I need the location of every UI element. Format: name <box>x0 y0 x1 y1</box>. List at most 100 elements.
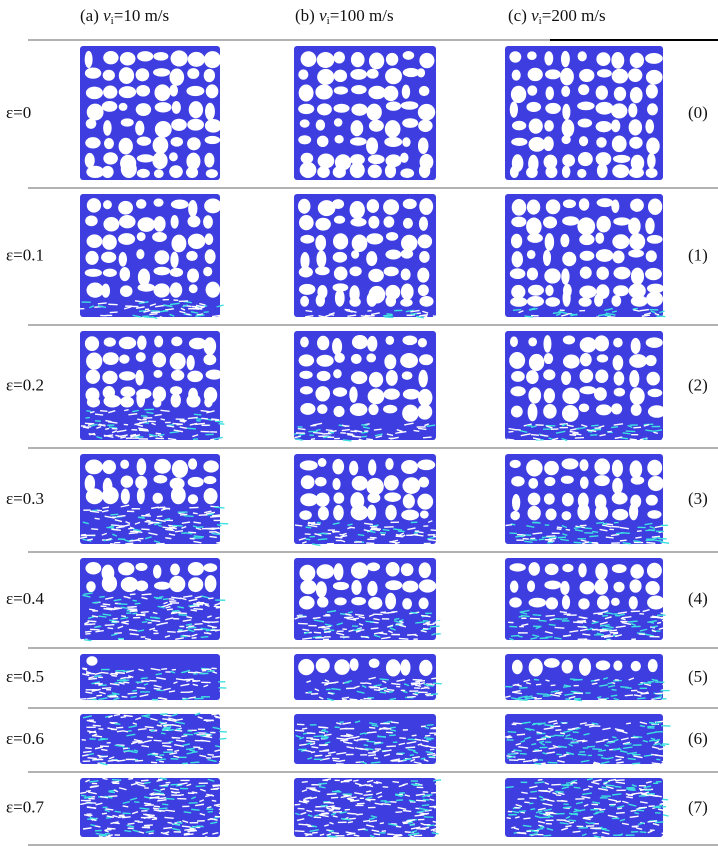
foam-cell <box>418 370 427 388</box>
crushed-strut <box>207 671 214 672</box>
foam-panel <box>505 558 671 641</box>
foam-cell <box>120 387 135 398</box>
foam-cell <box>579 136 588 146</box>
row-label: ε=0.2 <box>6 375 44 394</box>
foam-cell <box>187 269 199 283</box>
crushed-strut <box>413 680 423 681</box>
crushed-strut <box>110 514 118 515</box>
crushed-strut <box>628 758 636 759</box>
crushed-strut <box>308 692 312 693</box>
foam-cell <box>543 404 556 419</box>
foam-cell <box>205 233 214 245</box>
foam-cell <box>104 337 116 346</box>
foam-cell <box>386 370 398 386</box>
foam-cell <box>646 495 658 506</box>
crushed-strut <box>168 604 173 605</box>
crushed-strut <box>519 811 526 812</box>
foam-cell <box>403 68 420 77</box>
foam-cell <box>611 103 627 118</box>
crushed-strut <box>620 540 627 541</box>
crushed-strut <box>634 813 639 814</box>
crushed-strut <box>119 815 125 816</box>
foam-cell <box>403 494 415 508</box>
crushed-strut <box>393 782 400 783</box>
crushed-strut <box>399 638 409 639</box>
foam-cell <box>647 153 656 169</box>
foam-cell <box>118 562 134 575</box>
foam-cell <box>383 86 398 101</box>
foam-cell <box>351 562 368 579</box>
foam-cell <box>300 296 309 307</box>
foam-cell <box>85 137 100 148</box>
crushed-strut <box>295 804 301 805</box>
column-header: (b) vi=100 m/s <box>295 6 394 27</box>
crushed-strut <box>100 411 107 412</box>
crushed-strut <box>596 317 603 319</box>
foam-cell <box>203 460 218 472</box>
foam-cell <box>316 119 325 130</box>
foam-cell <box>153 52 168 61</box>
foam-cell <box>597 596 609 610</box>
crushed-strut <box>159 597 163 598</box>
crushed-strut <box>396 536 404 537</box>
foam-cell <box>333 505 344 520</box>
foam-cell <box>597 354 609 362</box>
crushed-strut <box>519 688 527 689</box>
crushed-strut <box>539 620 547 621</box>
foam-cell <box>630 53 644 68</box>
foam-cell <box>171 215 179 229</box>
crushed-strut <box>595 812 604 813</box>
foam-cell <box>545 166 557 178</box>
foam-cell <box>631 404 642 416</box>
crushed-strut <box>385 802 391 803</box>
crushed-strut <box>87 807 96 808</box>
foam-cell <box>103 70 115 81</box>
foam-cell <box>580 251 595 261</box>
crushed-strut <box>115 811 121 812</box>
foam-cell <box>580 369 594 383</box>
foam-cell <box>418 104 435 121</box>
foam-cell <box>510 336 518 347</box>
foam-cell <box>103 51 118 64</box>
crushed-strut <box>566 529 570 530</box>
foam-cell <box>335 289 345 307</box>
crushed-strut <box>613 633 618 634</box>
crushed-strut <box>534 763 541 764</box>
crushed-strut <box>88 798 94 799</box>
crushed-strut <box>142 827 150 828</box>
foam-cell <box>368 388 385 404</box>
crushed-strut <box>88 758 97 759</box>
crushed-strut <box>85 634 90 635</box>
foam-cell <box>511 371 525 382</box>
crushed-strut <box>523 539 529 540</box>
foam-cell <box>544 493 555 504</box>
foam-cell <box>316 250 326 268</box>
foam-cell <box>299 596 315 610</box>
crushed-strut <box>295 525 302 526</box>
foam-cell <box>203 354 216 365</box>
crushed-strut <box>132 613 137 614</box>
crushed-strut <box>335 791 340 792</box>
foam-cell <box>544 581 561 590</box>
crushed-strut <box>86 411 91 412</box>
crushed-strut <box>405 747 415 748</box>
crushed-strut <box>138 742 144 743</box>
crushed-strut <box>633 308 638 309</box>
foam-cell <box>580 386 597 394</box>
foam-cell <box>543 369 555 380</box>
crushed-strut <box>132 690 137 691</box>
foam-cell <box>401 563 414 576</box>
crushed-strut <box>142 622 147 623</box>
foam-cell <box>170 353 186 370</box>
foam-cell <box>351 120 364 136</box>
crushed-strut <box>374 758 378 759</box>
foam-cell <box>417 460 435 471</box>
crushed-strut <box>186 680 190 681</box>
foam-cell <box>528 337 537 346</box>
crushed-strut <box>423 629 428 630</box>
foam-cell <box>384 354 396 369</box>
crushed-strut <box>557 529 562 530</box>
foam-cell <box>629 596 638 609</box>
foam-cell <box>418 338 427 347</box>
foam-cell <box>299 510 312 520</box>
